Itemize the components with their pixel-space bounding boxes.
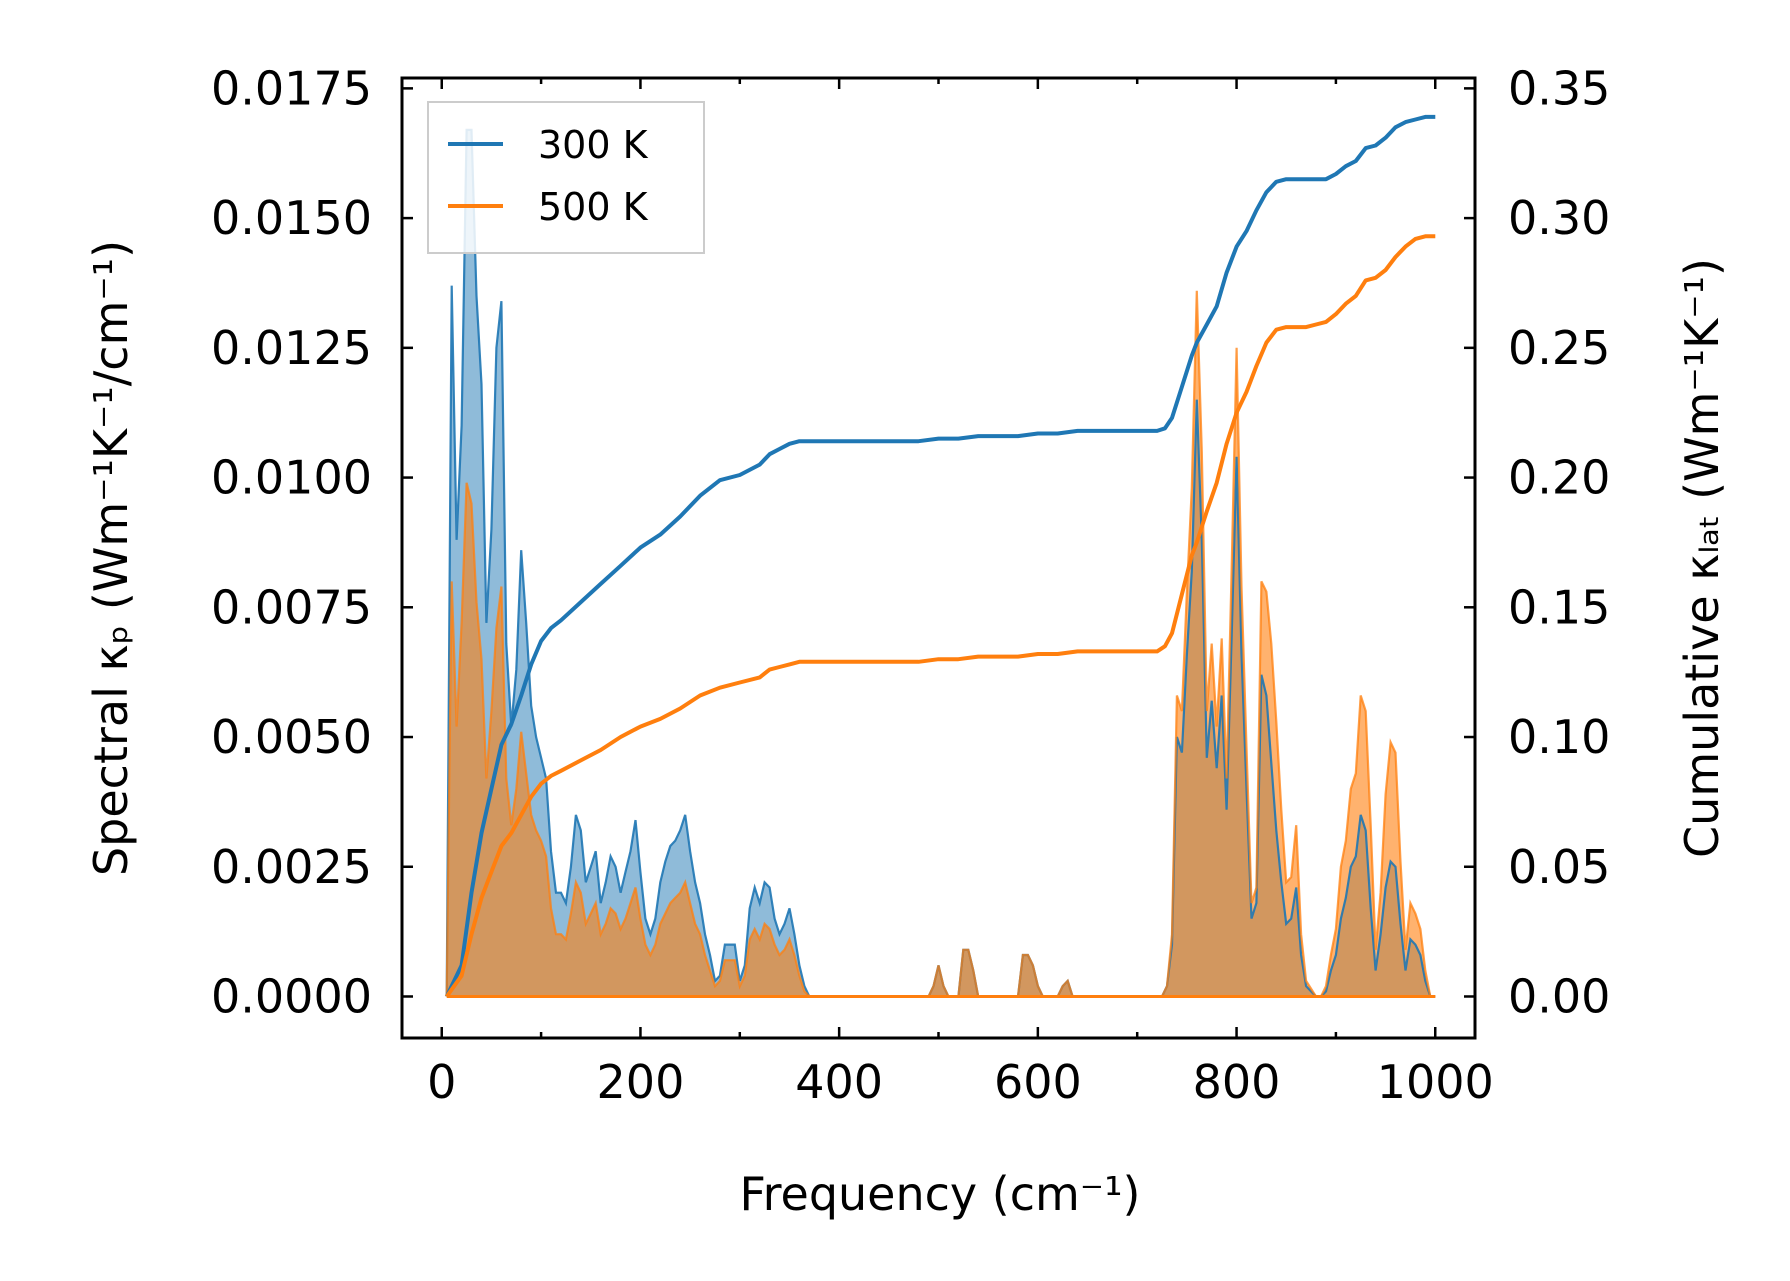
cumulative-line-500k <box>445 234 1436 998</box>
x-axis-label: Frequency (cm⁻¹) <box>740 1167 1141 1221</box>
legend-frame <box>427 101 705 254</box>
y-right-tick-label: 0.05 <box>1508 840 1610 894</box>
cumulative-line-300k <box>444 114 1436 998</box>
spectral-edge-500k <box>445 290 1436 998</box>
y-left-tick-label: 0.0025 <box>211 840 372 894</box>
y-right-tick-label: 0.35 <box>1508 61 1610 115</box>
y-left-tick-label: 0.0000 <box>211 969 372 1023</box>
y-left-tick-label: 0.0125 <box>211 321 372 375</box>
y-right-tick-label: 0.30 <box>1508 191 1610 245</box>
y-right-tick-label: 0.00 <box>1508 969 1610 1023</box>
tick-label-layer: 0 200 400 600 800 1000 0.0000 0.0025 0.0050 0.007… <box>211 61 1610 1109</box>
x-tick-label: 0 <box>427 1055 456 1109</box>
y-right-tick-label: 0.25 <box>1508 321 1610 375</box>
x-tick-label: 400 <box>795 1055 883 1109</box>
y-left-tick-label: 0.0150 <box>211 191 372 245</box>
x-tick-label: 800 <box>1193 1055 1281 1109</box>
cumulative-line-layer <box>444 114 1436 998</box>
y-left-tick-label: 0.0075 <box>211 580 372 634</box>
y-right-tick-label: 0.20 <box>1508 451 1610 505</box>
x-tick-label: 600 <box>994 1055 1082 1109</box>
legend-label-300k: 300 K <box>538 123 649 167</box>
y-left-tick-label: 0.0100 <box>211 451 372 505</box>
y-right-tick-label: 0.15 <box>1508 580 1610 634</box>
tick-layer <box>402 78 1475 1038</box>
x-tick-label: 200 <box>597 1055 685 1109</box>
y-axis-left-label: Spectral κₚ (Wm⁻¹K⁻¹/cm⁻¹) <box>84 240 138 876</box>
x-tick-label: 1000 <box>1377 1055 1494 1109</box>
y-left-tick-label: 0.0050 <box>211 710 372 764</box>
spectral-area-300k <box>446 129 1436 997</box>
legend: 300 K 500 K <box>427 101 705 254</box>
y-right-tick-label: 0.10 <box>1508 710 1610 764</box>
spectral-area-500k <box>446 290 1436 997</box>
spectral-area-layer <box>445 128 1436 998</box>
y-left-tick-label: 0.0175 <box>211 61 372 115</box>
y-axis-right-label: Cumulative κₗₐₜ (Wm⁻¹K⁻¹) <box>1675 258 1729 858</box>
legend-label-500k: 500 K <box>538 185 649 229</box>
